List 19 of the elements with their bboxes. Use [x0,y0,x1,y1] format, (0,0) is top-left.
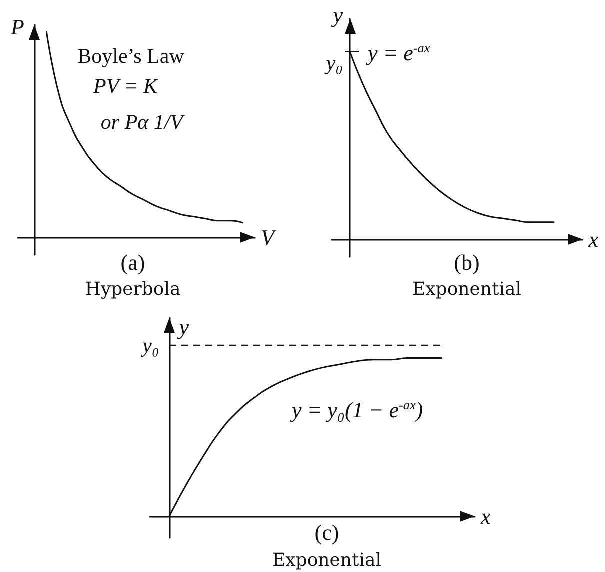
annotation: y = y₀(1 − e$^{-ax}$) [292,397,424,423]
ref-line-label: y₀ [140,334,160,358]
y-axis-title: P [10,14,24,40]
annotation: or Pα 1/V [100,110,184,134]
text: (a) [120,250,146,276]
x-axis-title: x [588,226,599,252]
annotation: Boyle’s Law [78,44,184,68]
annotation: y = e$^{-ax}$ [368,40,430,66]
text: y₀ [326,50,343,75]
text: Exponential [412,279,522,301]
x-axis-title: x [480,504,491,530]
text: (b) [454,250,480,276]
text: (c) [314,520,340,546]
x-axis-title: V [261,224,277,250]
text: Exponential [272,550,382,572]
text: Hyperbola [85,279,181,301]
annotation: PV = K [94,74,158,98]
y-axis-title: y [177,314,190,340]
y-axis-title: y [331,2,344,28]
